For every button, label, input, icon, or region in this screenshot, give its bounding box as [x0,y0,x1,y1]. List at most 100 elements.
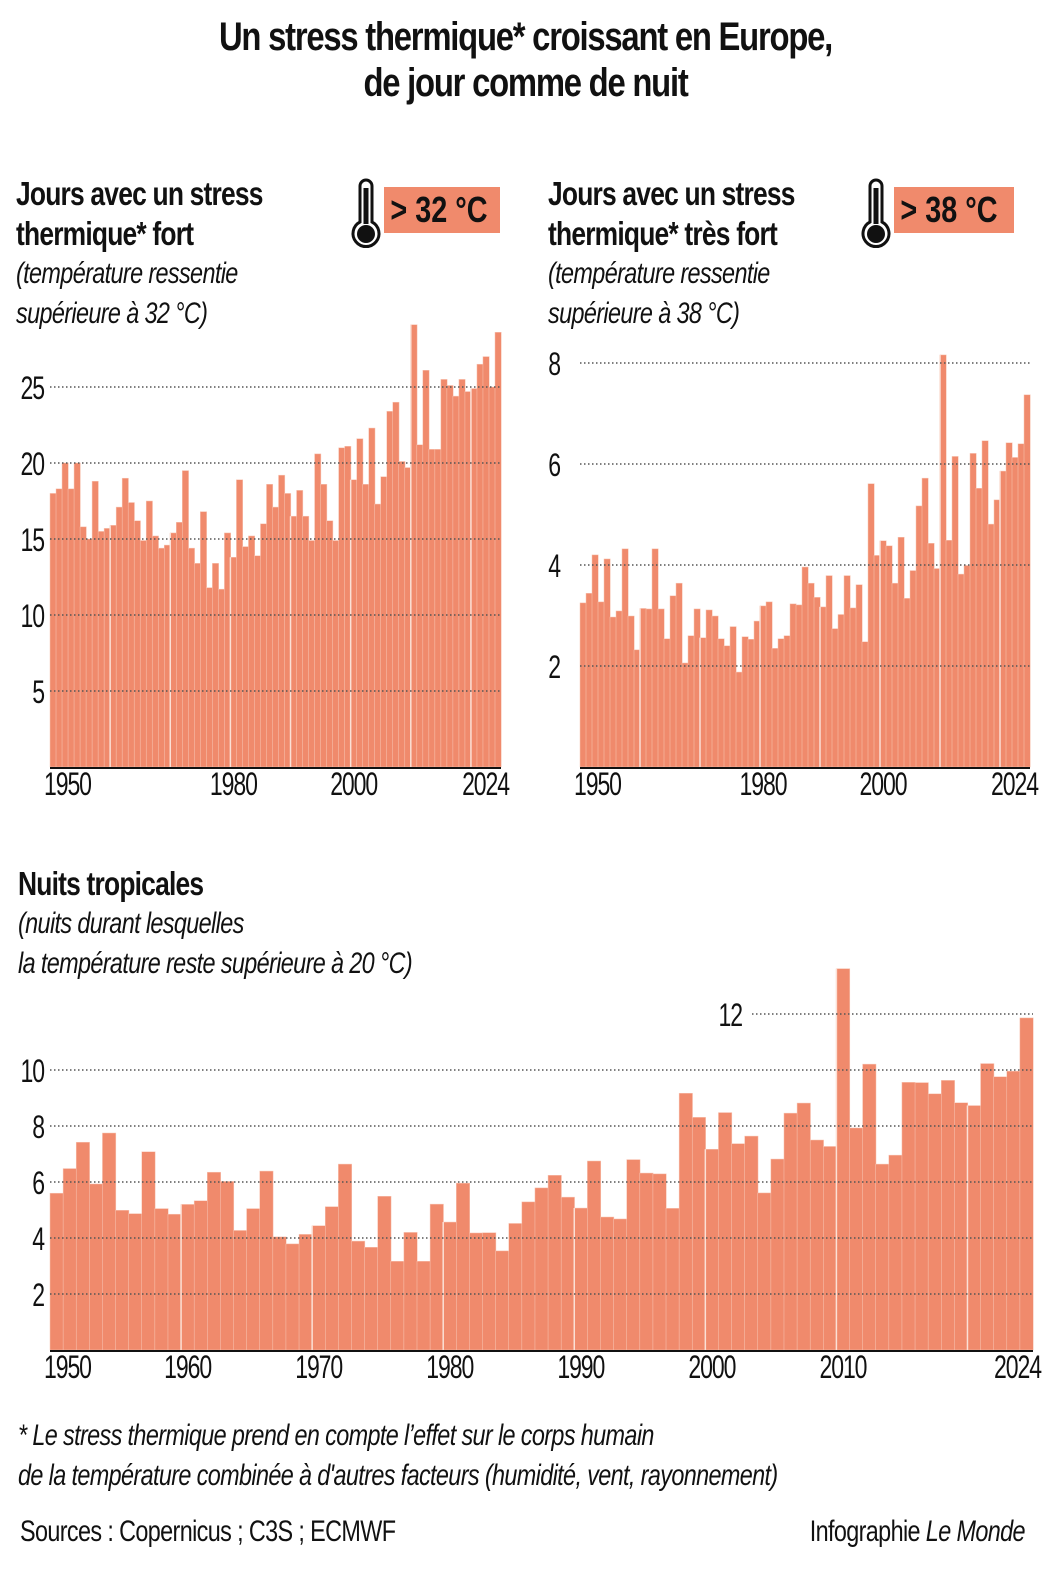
bar-2018 [941,1080,955,1351]
bar-2021 [980,1063,995,1351]
x-tick-label: 1980 [210,766,258,802]
bar-1998 [678,1092,693,1351]
bar-1985 [508,1223,523,1351]
bar-2000 [705,1148,719,1351]
bar-2010 [836,968,851,1351]
thermometer-icon [351,178,381,249]
bar-2007 [796,1102,811,1351]
bar-1950 [49,1192,64,1351]
bar-1960 [180,1204,195,1351]
sources-text: Sources : Copernicus ; C3S ; ECMWF [20,1515,396,1548]
panel-very-strong-heading-line-1: Jours avec un stress [548,175,795,212]
panel-strong-heading-line-1: Jours avec un stress [16,175,263,212]
panel-strong-heading-line-2: thermique* fort [16,215,194,252]
bar-2009 [823,1146,837,1351]
title-line-1: Un stress thermique* croissant en Europe… [218,15,833,59]
bar-1973 [351,1240,366,1351]
bar-1984 [495,1250,510,1351]
bar-1975 [377,1196,392,1351]
threshold-badge-38: > 38 °C [894,187,1014,233]
bar-1951 [62,1168,77,1351]
bar-1996 [652,1173,667,1351]
bars [579,354,1031,768]
chart-title: Un stress thermique* croissant en Europe… [0,14,1051,106]
y-tick-label: 15 [21,522,45,558]
bar-1999 [691,1117,706,1351]
panel-very-strong-heading-line-2: thermique* très fort [548,215,778,252]
bar-2024 [1019,1017,1034,1351]
bar-1982 [469,1232,484,1351]
bar-2002 [731,1143,746,1351]
y-tick-label: 4 [32,1221,44,1257]
bar-1966 [259,1170,274,1351]
bar-1988 [547,1175,562,1351]
bar-2005 [770,1158,785,1351]
bar-2015 [901,1082,916,1351]
panel-strong-subtitle: (température ressentie supérieure à 32 °… [16,254,300,334]
bar-1952 [75,1141,90,1351]
panel-nights-subtitle-line-2: la température reste supérieure à 20 °C) [18,947,413,980]
x-tick-label: 2000 [688,1349,736,1385]
bar-1962 [207,1171,221,1351]
panel-very-strong-subtitle-line-1: (température ressentie [548,257,770,290]
x-tick-label: 1990 [557,1349,605,1385]
bar-1974 [364,1246,379,1351]
bar-1971 [324,1206,339,1351]
panel-strong-heading: Jours avec un stress thermique* fort [16,174,324,254]
bar-2008 [809,1139,824,1351]
y-tick-label: 4 [548,548,560,584]
x-tick-label: 1980 [740,766,788,802]
bar-1994 [626,1159,641,1351]
bar-1959 [167,1213,182,1351]
threshold-badge-32: > 32 °C [384,187,500,233]
y-tick-label: 10 [21,598,45,634]
bar-1956 [128,1213,143,1351]
bar-1957 [141,1151,156,1351]
y-tick-label: 5 [32,674,44,710]
bar-1992 [600,1216,615,1351]
sources: Sources : Copernicus ; C3S ; ECMWF [20,1512,501,1552]
panel-strong-subtitle-line-2: supérieure à 32 °C) [16,297,208,330]
y-tick-label: 12 [719,997,743,1033]
credit-text: Infographie Le Monde [809,1512,1026,1552]
bar-1981 [456,1182,470,1351]
bar-1968 [285,1243,300,1351]
x-tick-label: 1950 [44,766,92,802]
y-tick-label: 6 [548,447,560,483]
bar-1987 [534,1187,549,1351]
bar-1955 [115,1210,130,1351]
panel-very-strong-heading: Jours avec un stress thermique* très for… [548,174,856,254]
bar-1991 [587,1160,602,1351]
bar-1954 [102,1132,117,1351]
bar-2003 [744,1135,759,1351]
x-tick-label: 2000 [860,766,908,802]
bar-2017 [927,1093,942,1351]
bar-1978 [416,1260,431,1351]
bar-1980 [442,1221,457,1351]
x-tick-label: 1970 [295,1349,343,1385]
bar-2014 [888,1154,903,1351]
bar-2019 [954,1102,969,1351]
bar-1977 [403,1232,418,1351]
bar-1964 [233,1230,248,1351]
bar-1965 [246,1208,261,1351]
panel-nights-heading: Nuits tropicales [18,864,250,904]
panel-nights-subtitle-line-1: (nuits durant lesquelles [18,907,244,940]
bar-2001 [718,1112,733,1351]
bar-1986 [521,1201,536,1351]
title-line-2: de jour comme de nuit [363,61,688,105]
bar-1969 [298,1234,313,1351]
credit-brand: Le Monde [925,1515,1026,1548]
credit-prefix: Infographie [809,1515,926,1548]
x-tick-label: 2000 [330,766,378,802]
bars [49,968,1034,1351]
y-tick-label: 25 [21,370,45,406]
x-tick-label: 1950 [44,1349,92,1385]
x-tick-label: 2024 [462,766,510,802]
x-tick-label: 1960 [164,1349,212,1385]
bar-2022 [993,1076,1008,1351]
y-tick-label: 6 [32,1165,44,1201]
